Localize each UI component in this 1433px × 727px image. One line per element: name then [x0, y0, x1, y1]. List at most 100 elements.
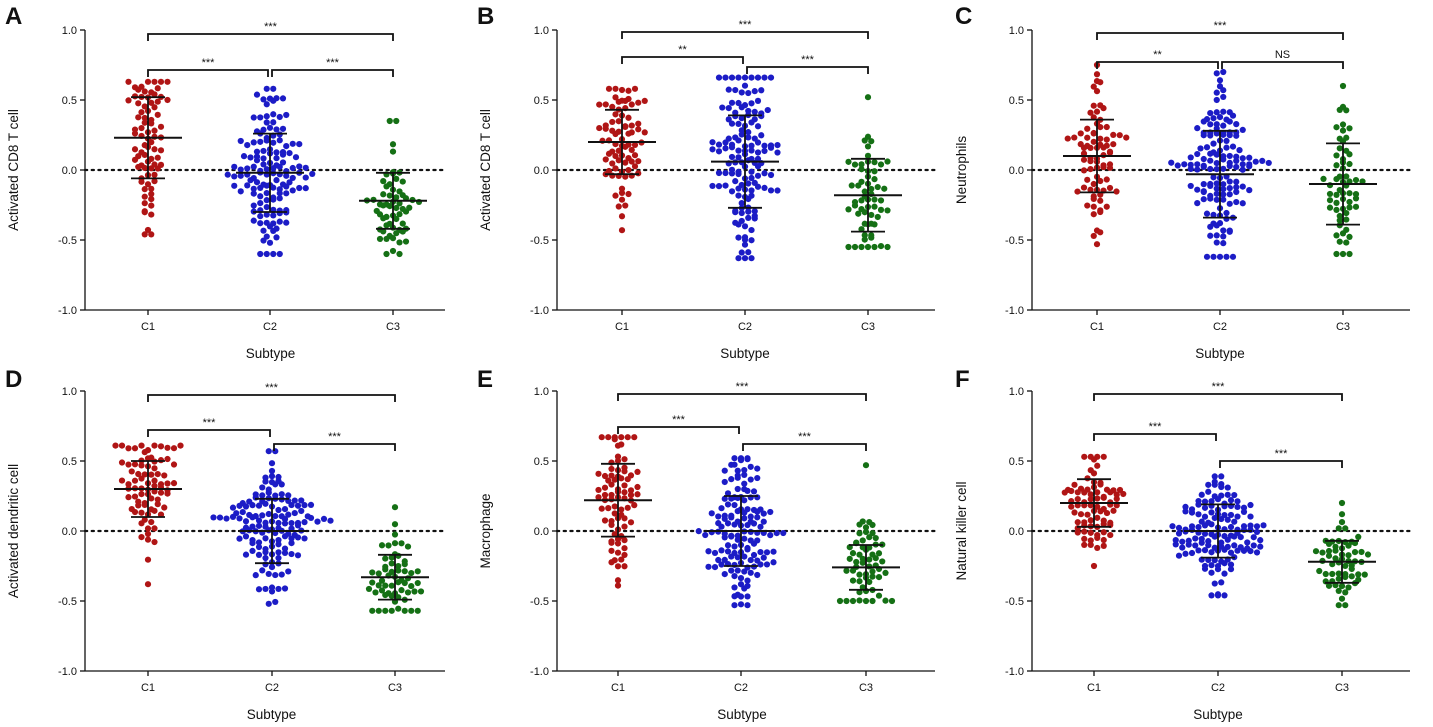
data-point — [1343, 173, 1350, 180]
data-point — [846, 555, 853, 562]
data-point — [244, 165, 251, 172]
data-point — [735, 234, 742, 241]
data-point — [738, 209, 745, 217]
panel-d-x-axis-label: Subtype — [247, 707, 297, 722]
data-point — [609, 118, 616, 126]
data-point — [1103, 509, 1111, 517]
data-point — [414, 568, 421, 575]
data-point — [625, 130, 632, 137]
data-point — [744, 487, 751, 495]
data-point — [244, 182, 251, 189]
data-point — [602, 156, 609, 163]
data-point — [741, 82, 749, 89]
data-point — [278, 491, 285, 498]
data-point — [237, 166, 244, 173]
data-point — [1175, 552, 1183, 559]
data-point — [747, 476, 754, 483]
data-point — [1090, 180, 1097, 188]
data-point — [1087, 517, 1094, 524]
data-point — [365, 585, 373, 593]
data-point — [1220, 181, 1227, 188]
data-point — [1120, 490, 1127, 498]
data-point — [1355, 571, 1362, 578]
data-point — [611, 503, 618, 510]
data-point — [722, 139, 729, 146]
data-point — [138, 462, 145, 469]
data-point — [715, 556, 722, 564]
panel-b-y-tick-label: 0.5 — [534, 95, 549, 107]
data-point — [263, 166, 270, 173]
data-point — [608, 472, 615, 479]
data-point — [1246, 163, 1253, 170]
data-point — [148, 518, 155, 526]
data-point — [270, 85, 277, 92]
data-point — [635, 99, 642, 106]
data-point — [1172, 536, 1179, 544]
data-point — [735, 154, 742, 161]
data-point — [1097, 508, 1104, 515]
data-point — [855, 210, 862, 217]
data-point — [1240, 526, 1248, 534]
data-point — [389, 148, 397, 155]
data-point — [255, 502, 263, 509]
data-point — [1094, 544, 1101, 552]
data-point — [1329, 570, 1336, 578]
panel-f-dots-c3 — [1312, 499, 1372, 609]
panel-a-x-tick-label-c1: C1 — [141, 321, 155, 333]
data-point — [728, 188, 736, 195]
data-point — [868, 234, 875, 241]
panel-a-significance-bracket — [147, 69, 269, 77]
data-point — [263, 137, 270, 144]
data-point — [1187, 165, 1194, 173]
data-point — [845, 243, 852, 251]
data-point — [1087, 109, 1094, 116]
data-point — [151, 465, 158, 472]
data-point — [148, 99, 155, 106]
data-point — [622, 159, 629, 166]
data-point — [728, 170, 736, 177]
data-point — [389, 247, 397, 255]
panel-d-x-tick-label-c2: C2 — [265, 682, 279, 694]
data-point — [1265, 159, 1272, 167]
data-point — [376, 235, 384, 243]
data-point — [281, 585, 289, 592]
data-point — [157, 78, 165, 85]
data-point — [1061, 489, 1068, 496]
data-point — [257, 250, 264, 258]
data-point — [1071, 134, 1078, 141]
data-point — [718, 523, 725, 530]
data-point — [1080, 156, 1088, 163]
data-point — [608, 559, 615, 566]
panel-b-x-tick-label-c1: C1 — [615, 321, 629, 333]
data-point — [1211, 514, 1218, 522]
data-point — [383, 235, 390, 243]
data-point — [1213, 180, 1220, 187]
data-point — [721, 495, 728, 502]
panel-e-y-tick-label: -0.5 — [530, 596, 549, 608]
data-point — [151, 127, 158, 134]
data-point — [871, 196, 878, 203]
data-point — [414, 607, 421, 614]
panel-e-y-tick-label: 0.5 — [534, 456, 549, 468]
data-point — [624, 504, 631, 511]
data-point — [732, 209, 739, 216]
panel-a-y-tick-label: -0.5 — [58, 235, 77, 247]
data-point — [1213, 196, 1220, 203]
data-point — [1352, 195, 1360, 202]
data-point — [1097, 481, 1104, 488]
data-point — [1097, 208, 1104, 216]
data-point — [737, 457, 745, 464]
data-point — [760, 510, 767, 517]
data-point — [249, 502, 256, 509]
data-point — [741, 223, 749, 230]
data-point — [1226, 132, 1233, 139]
data-point — [724, 501, 732, 508]
data-point — [751, 208, 758, 215]
data-point — [1208, 521, 1215, 528]
data-point — [1220, 108, 1227, 115]
data-point — [1239, 200, 1246, 207]
data-point — [1074, 529, 1081, 536]
data-point — [164, 444, 171, 451]
data-point — [141, 151, 148, 159]
data-point — [1343, 107, 1350, 114]
